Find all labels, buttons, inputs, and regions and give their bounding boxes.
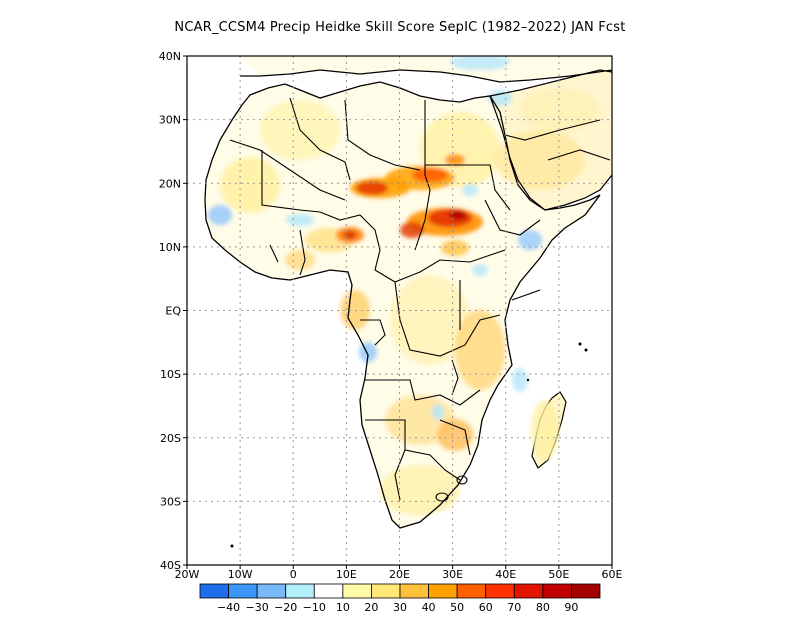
colorbar-label: 30 [393, 601, 407, 614]
lon-tick-label: 20W [175, 568, 200, 581]
latitude-axis: 40N 30N 20N 10N EQ 10S 20S 30S 40S [159, 50, 187, 572]
colorbar-label: 40 [422, 601, 436, 614]
map-title: NCAR_CCSM4 Precip Heidke Skill Score Sep… [174, 20, 626, 35]
island-dot [230, 544, 234, 548]
colorbar-swatch [256, 583, 287, 599]
colorbar-label: 90 [564, 601, 578, 614]
colorbar-swatch [228, 583, 258, 599]
colorbar-swatch [285, 583, 315, 599]
lon-tick-label: 60E [602, 568, 623, 581]
island-dot [526, 378, 530, 382]
europe-landmass [240, 56, 612, 82]
lon-tick-label: 0 [290, 568, 297, 581]
lat-tick-label: 30N [159, 114, 181, 127]
colorbar-swatch [371, 583, 401, 599]
colorbar-label: 60 [479, 601, 493, 614]
colorbar-label: 80 [536, 601, 550, 614]
colorbar-label: 70 [507, 601, 521, 614]
lon-tick-label: 20E [389, 568, 410, 581]
lat-tick-label: 20S [160, 432, 181, 445]
lon-tick-label: 10E [336, 568, 357, 581]
lat-tick-label: EQ [165, 305, 181, 318]
lon-tick-label: 10W [228, 568, 253, 581]
lat-tick-label: 40N [159, 50, 181, 63]
colorbar-swatch [485, 583, 515, 599]
colorbar-swatch [456, 583, 487, 599]
colorbar: −40 −30 −20 −10 10 20 30 40 50 60 70 80 90 [199, 583, 601, 614]
gridlines [187, 56, 612, 565]
lon-tick-label: 30E [442, 568, 463, 581]
colorbar-swatch [513, 583, 544, 599]
colorbar-swatch [428, 583, 458, 599]
lat-tick-label: 30S [160, 495, 181, 508]
colorbar-label: 20 [364, 601, 378, 614]
colorbar-label: 10 [336, 601, 350, 614]
island-dot [578, 342, 582, 346]
lon-tick-label: 40E [495, 568, 516, 581]
lat-tick-label: 20N [159, 177, 181, 190]
colorbar-swatch [542, 583, 572, 599]
colorbar-label: 50 [450, 601, 464, 614]
colorbar-label: −10 [303, 601, 326, 614]
colorbar-label: −30 [246, 601, 269, 614]
colorbar-label: −20 [274, 601, 297, 614]
coastline [204, 81, 601, 529]
colorbar-swatch [313, 583, 344, 599]
colorbar-swatch [342, 583, 372, 599]
lon-tick-label: 50E [548, 568, 569, 581]
longitude-axis: 20W 10W 0 10E 20E 30E 40E 50E 60E [175, 565, 623, 581]
lat-tick-label: 10S [160, 368, 181, 381]
lat-tick-label: 40S [160, 559, 181, 572]
europe-coastline [240, 69, 612, 83]
island-dot [584, 348, 588, 352]
lat-tick-label: 10N [159, 241, 181, 254]
colorbar-swatch [399, 583, 429, 599]
colorbar-swatch [571, 583, 601, 599]
colorbar-swatch [199, 583, 229, 599]
colorbar-label: −40 [217, 601, 240, 614]
